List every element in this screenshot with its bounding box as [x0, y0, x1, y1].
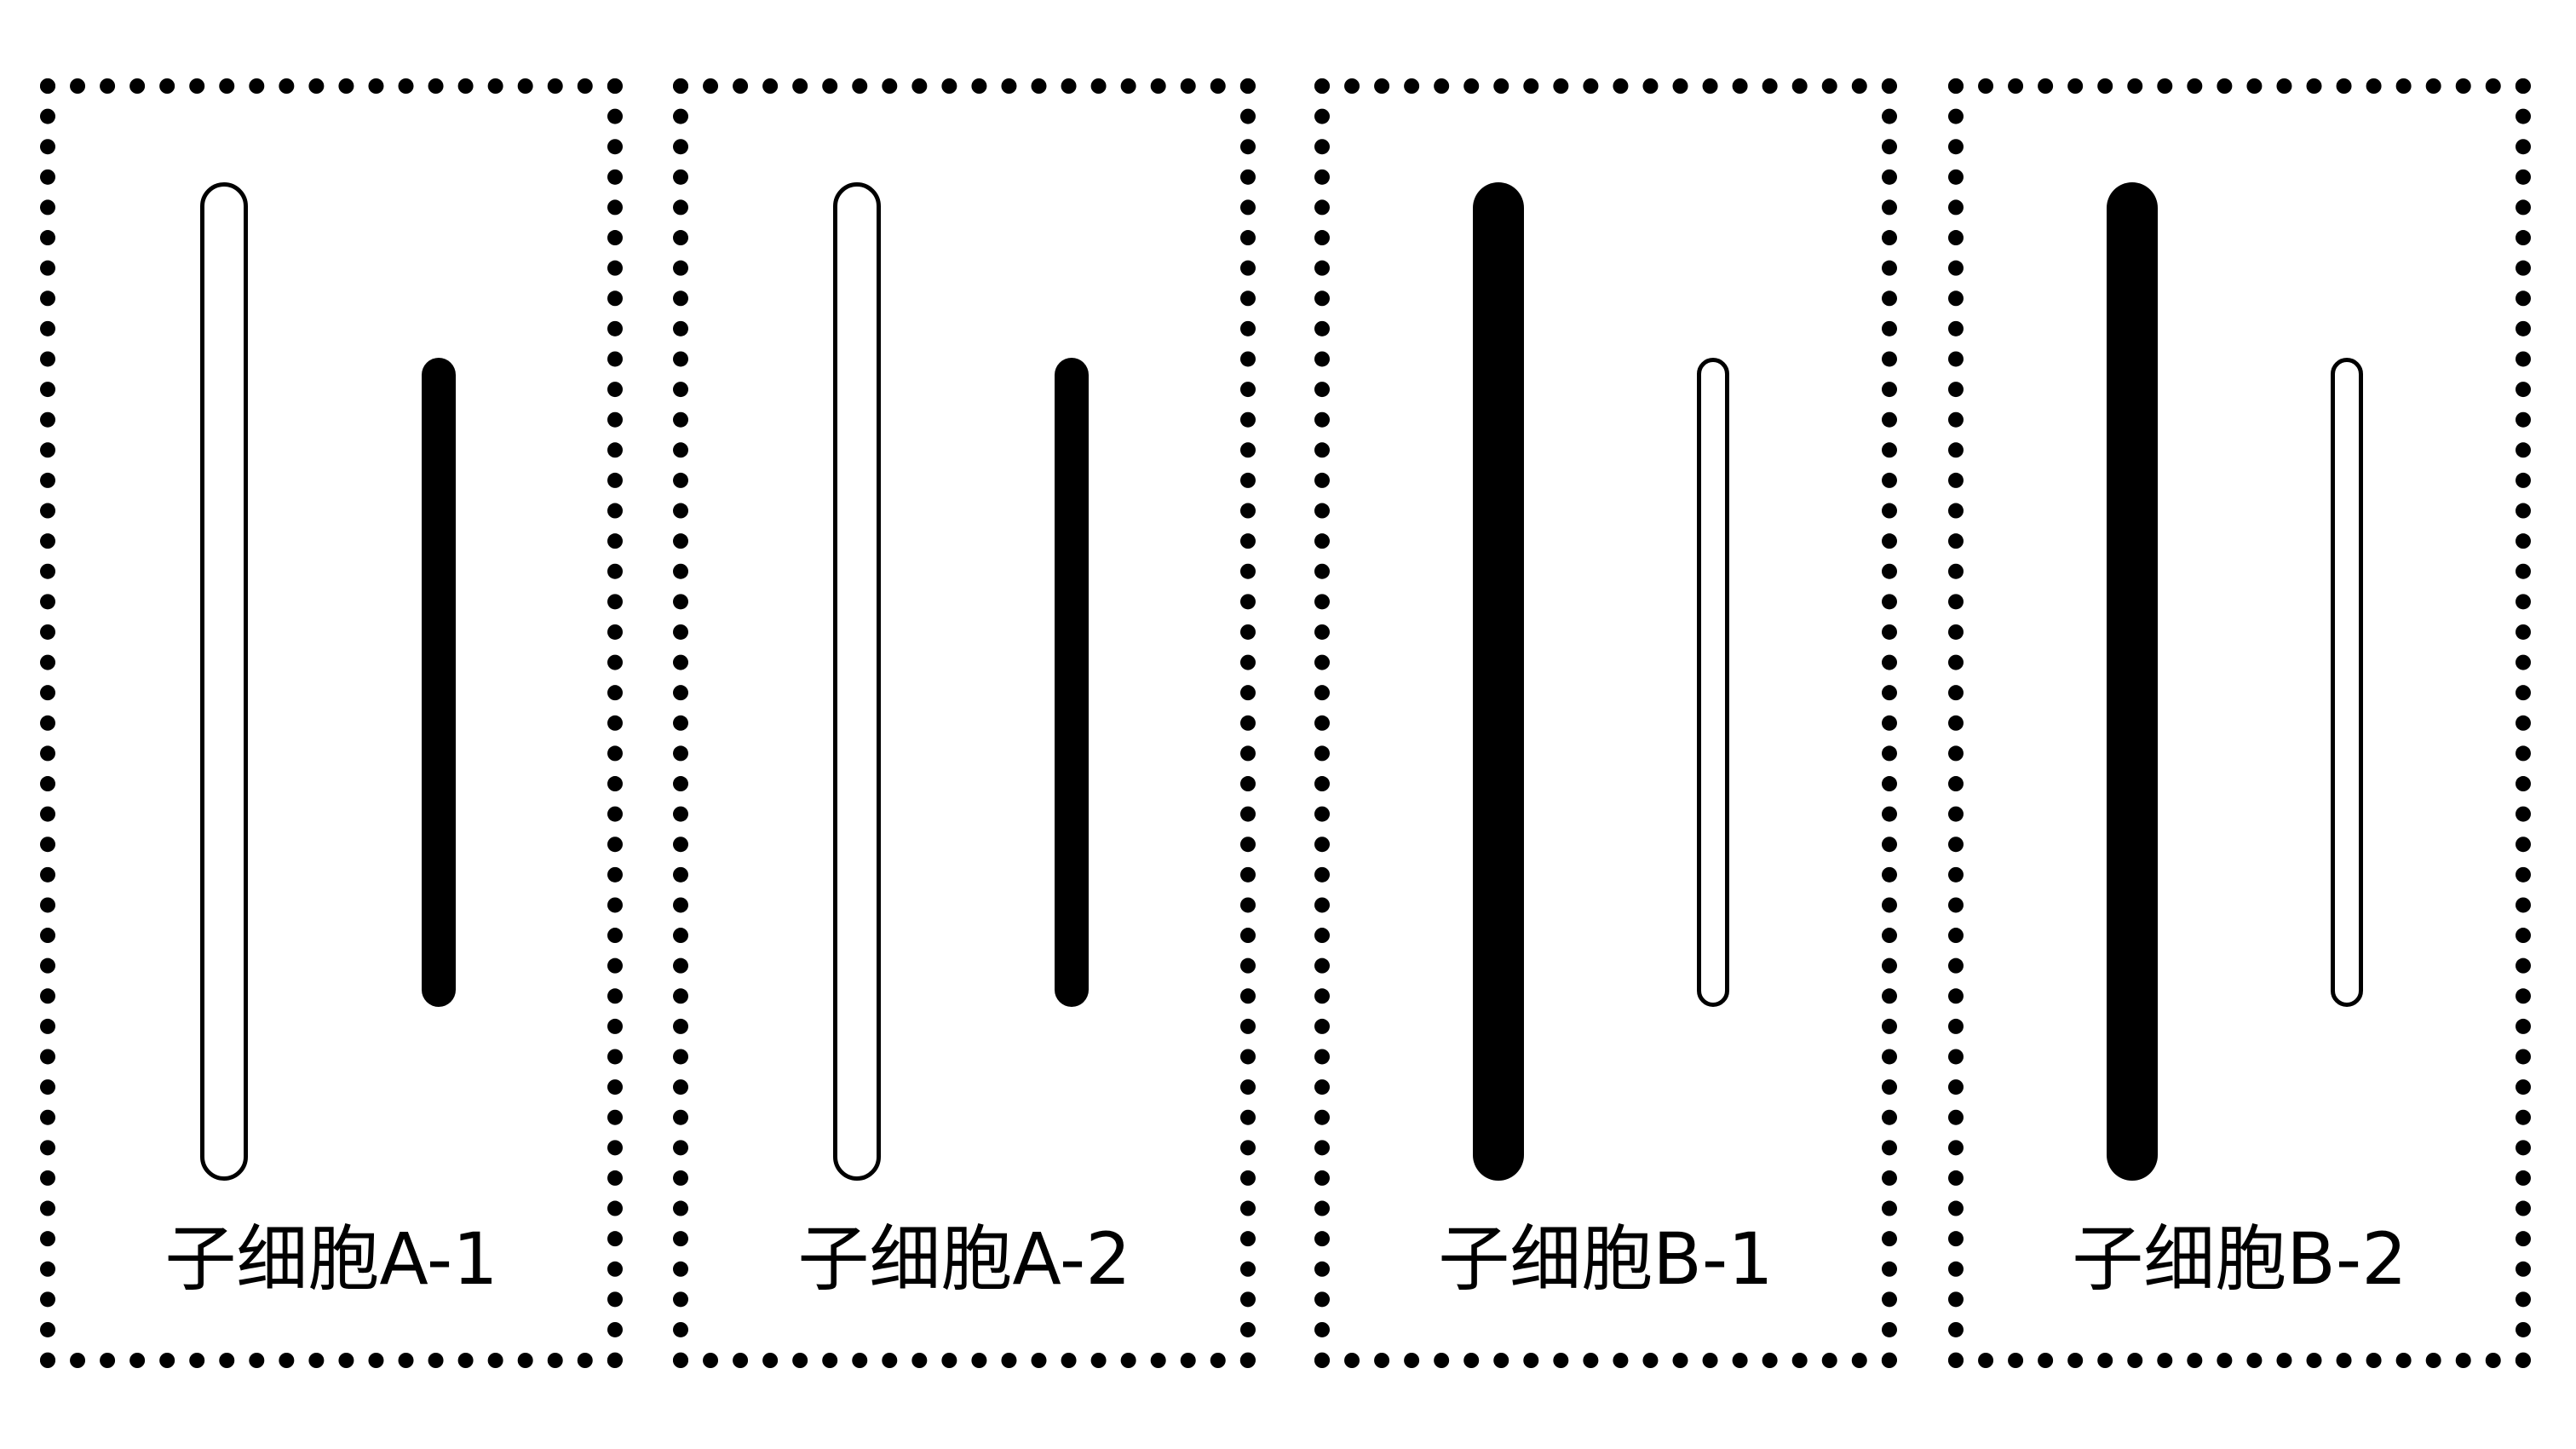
long-chromosome [833, 182, 881, 1181]
daughter-cell-a1: 子细胞A-1 [40, 78, 623, 1368]
short-chromosome [1697, 358, 1729, 1007]
daughter-cell-a2: 子细胞A-2 [673, 78, 1256, 1368]
long-chromosome [1473, 182, 1524, 1181]
cell-label: 子细胞A-1 [164, 1217, 498, 1301]
daughter-cell-b2: 子细胞B-2 [1948, 78, 2531, 1368]
long-chromosome [2107, 182, 2158, 1181]
cell-label: 子细胞A-2 [797, 1217, 1131, 1301]
cell-label: 子细胞B-2 [2072, 1217, 2407, 1301]
cell-label: 子细胞B-1 [1438, 1217, 1774, 1301]
short-chromosome [422, 358, 456, 1007]
long-chromosome [200, 182, 248, 1181]
daughter-cell-b1: 子细胞B-1 [1314, 78, 1897, 1368]
short-chromosome [2331, 358, 2363, 1007]
short-chromosome [1055, 358, 1089, 1007]
